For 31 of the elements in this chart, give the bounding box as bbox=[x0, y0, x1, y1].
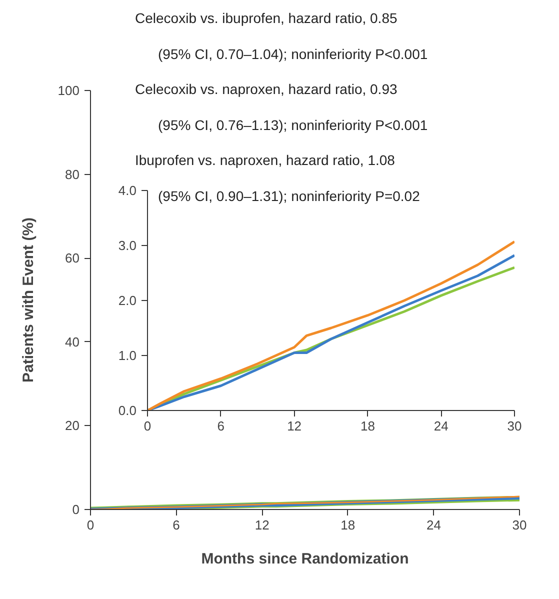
y-tick-label: 100 bbox=[58, 83, 80, 98]
y-axis-title: Patients with Event (%) bbox=[20, 217, 37, 383]
y-tick-label: 3.0 bbox=[118, 238, 137, 253]
text: Celecoxib vs. ibuprofen, hazard ratio, 0.85 bbox=[135, 9, 398, 28]
x-axis-title: Months since Randomization bbox=[201, 550, 409, 568]
x-tick-label: 18 bbox=[340, 518, 356, 532]
y-tick-label: 40 bbox=[65, 334, 80, 350]
x-tick-label: 0 bbox=[144, 418, 152, 434]
y-tick-label: 60 bbox=[65, 250, 80, 266]
y-tick-label: 80 bbox=[65, 166, 80, 182]
x-tick-label: 12 bbox=[287, 418, 302, 434]
x-tick-label: 24 bbox=[434, 418, 448, 434]
x-tick-label: 30 bbox=[507, 418, 522, 434]
text: (95% CI, 0.70–1.04); noninferiority P<0.001 bbox=[158, 44, 428, 64]
x-tick-label: 18 bbox=[360, 418, 375, 434]
annotation: Celecoxib vs. naproxen, hazard ratio, 0.93 bbox=[135, 80, 398, 99]
annotation: (95% CI, 0.76–1.13); noninferiority P<0.001 bbox=[158, 116, 428, 134]
y-tick-label: 0.0 bbox=[118, 403, 137, 418]
y-tick-label: 1.0 bbox=[118, 348, 137, 363]
x-tick-label: 0 bbox=[86, 518, 94, 532]
y-tick-label: 0 bbox=[72, 502, 80, 517]
x-tick-label: 30 bbox=[512, 518, 527, 532]
annotation: (95% CI, 0.90–1.31); noninferiority P=0.02 bbox=[158, 186, 420, 206]
x-tick-label: 12 bbox=[254, 518, 270, 532]
x-tick-label: 6 bbox=[217, 418, 225, 434]
x-tick-label: 24 bbox=[426, 518, 441, 532]
y-tick-label: 2.0 bbox=[118, 293, 137, 308]
annotation: Ibuprofen vs. naproxen, hazard ratio, 1.08 bbox=[135, 151, 395, 170]
x-tick-label: 6 bbox=[172, 518, 180, 532]
y-tick-label: 20 bbox=[65, 418, 80, 434]
y-tick-label: 4.0 bbox=[118, 183, 137, 198]
